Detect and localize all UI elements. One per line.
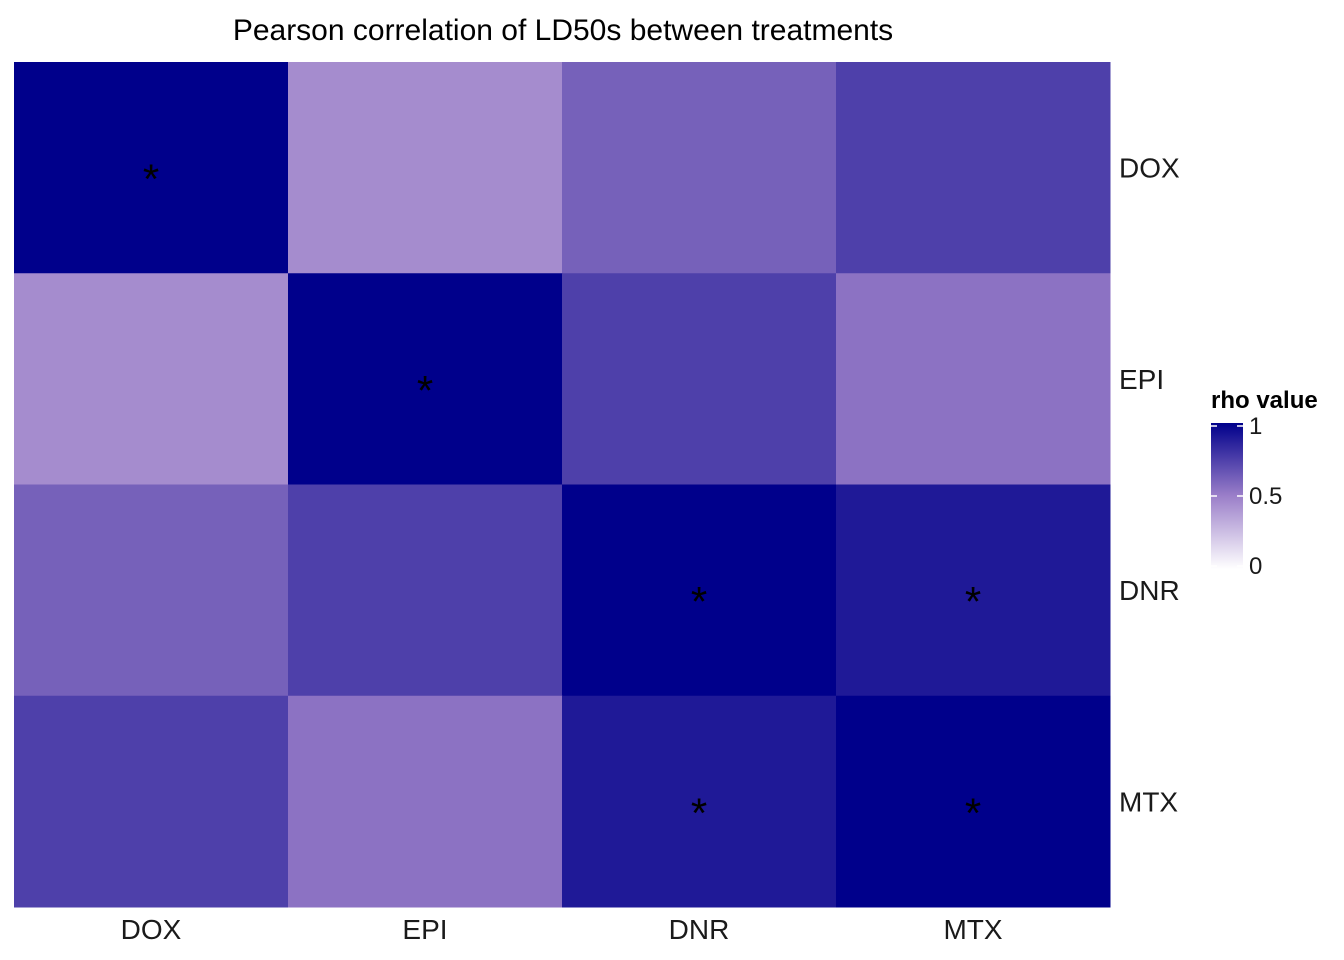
legend-tick-label: 0 xyxy=(1249,553,1262,580)
y-tick-label: EPI xyxy=(1119,364,1164,395)
chart-title: Pearson correlation of LD50s between tre… xyxy=(233,14,893,47)
heatmap-cell-epi-epi xyxy=(288,273,563,485)
x-tick-label: EPI xyxy=(402,914,447,945)
heatmap-cell-dox-epi xyxy=(288,62,563,274)
heatmap-cell-mtx-dnr xyxy=(562,695,837,908)
legend-tick-label: 1 xyxy=(1249,413,1262,440)
legend-ticks: 00.51 xyxy=(1211,413,1282,580)
significance-marker: * xyxy=(691,578,707,625)
legend-tick-label: 0.5 xyxy=(1249,483,1282,510)
significance-marker: * xyxy=(965,789,981,836)
heatmap-cell-epi-mtx xyxy=(836,273,1111,485)
y-tick-label: MTX xyxy=(1119,786,1178,817)
heatmap-cell-dox-mtx xyxy=(836,62,1111,274)
heatmap-cell-mtx-mtx xyxy=(836,695,1111,908)
heatmap-cell-mtx-dox xyxy=(14,695,289,908)
legend-title: rho value xyxy=(1211,387,1318,414)
significance-marker: * xyxy=(965,578,981,625)
color-legend: rho value 00.51 xyxy=(1211,387,1318,580)
heatmap-cell-epi-dox xyxy=(14,273,289,485)
heatmap-cell-dnr-mtx xyxy=(836,484,1111,697)
significance-markers: * * * * * * xyxy=(143,156,981,837)
x-axis-tick-labels: DOX EPI DNR MTX xyxy=(121,914,1003,945)
x-tick-label: DNR xyxy=(669,914,730,945)
y-tick-label: DNR xyxy=(1119,575,1180,606)
x-tick-label: MTX xyxy=(943,914,1002,945)
heatmap-cell-dnr-dox xyxy=(14,484,289,697)
significance-marker: * xyxy=(417,367,433,414)
significance-marker: * xyxy=(691,789,707,836)
heatmap-cell-dnr-epi xyxy=(288,484,563,697)
significance-marker: * xyxy=(143,156,159,203)
heatmap-cell-dnr-dnr xyxy=(562,484,837,697)
heatmap-cell-dox-dnr xyxy=(562,62,837,274)
heatmap-cell-mtx-epi xyxy=(288,695,563,908)
heatmap-cell-epi-dnr xyxy=(562,273,837,485)
heatmap-cells xyxy=(14,62,1111,908)
y-tick-label: DOX xyxy=(1119,153,1180,184)
x-tick-label: DOX xyxy=(121,914,182,945)
heatmap-cell-dox-dox xyxy=(14,62,289,274)
y-axis-tick-labels: DOX EPI DNR MTX xyxy=(1119,153,1180,818)
